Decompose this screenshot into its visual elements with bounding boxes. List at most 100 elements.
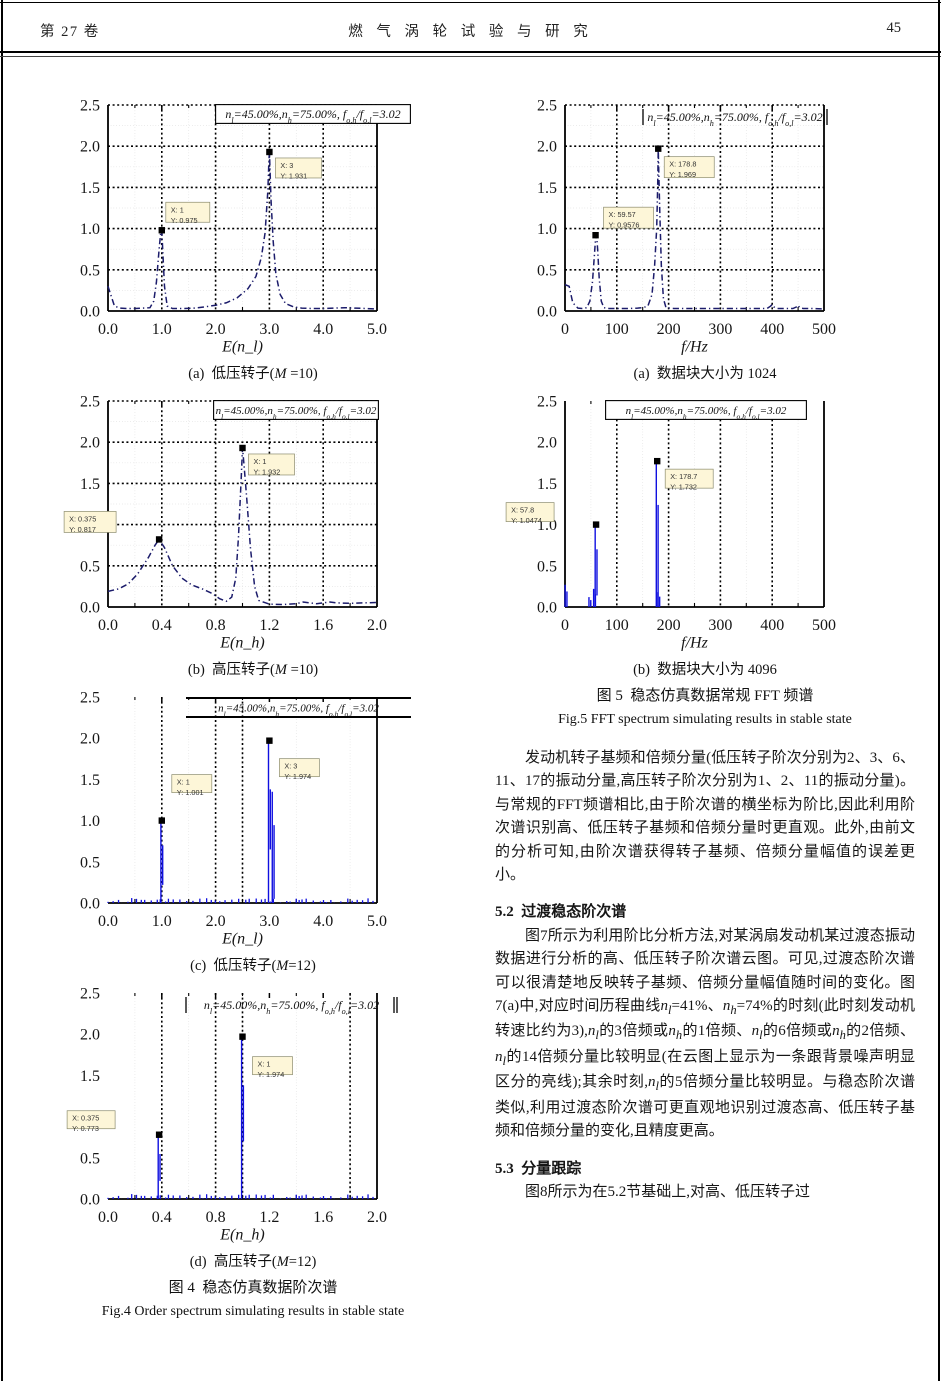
- svg-text:1.0: 1.0: [152, 913, 172, 930]
- svg-text:0.5: 0.5: [537, 262, 557, 279]
- svg-text:300: 300: [708, 321, 732, 338]
- svg-text:Y: 1.001: Y: 1.001: [177, 788, 204, 797]
- svg-text:1.5: 1.5: [80, 180, 100, 197]
- svg-text:1.0: 1.0: [80, 813, 100, 830]
- svg-text:2.5: 2.5: [80, 394, 100, 411]
- svg-text:E(n_h): E(n_h): [219, 1227, 264, 1244]
- svg-text:X: 178.8: X: 178.8: [669, 160, 696, 169]
- svg-text:2.0: 2.0: [206, 321, 226, 338]
- svg-text:X: 0.375: X: 0.375: [72, 1114, 99, 1123]
- svg-text:0.8: 0.8: [206, 1209, 226, 1226]
- svg-text:1.2: 1.2: [259, 1209, 279, 1226]
- svg-text:2.0: 2.0: [537, 139, 557, 156]
- svg-text:f/Hz: f/Hz: [681, 635, 708, 652]
- svg-text:0.0: 0.0: [80, 600, 100, 617]
- svg-text:0.0: 0.0: [98, 617, 118, 634]
- svg-text:Y: 1.969: Y: 1.969: [669, 170, 696, 179]
- svg-text:2.0: 2.0: [206, 913, 226, 930]
- svg-text:2.0: 2.0: [367, 1209, 387, 1226]
- svg-text:X: 57.8: X: 57.8: [511, 506, 534, 515]
- svg-text:200: 200: [657, 617, 681, 634]
- svg-text:X: 178.7: X: 178.7: [670, 472, 697, 481]
- svg-text:2.0: 2.0: [367, 617, 387, 634]
- svg-text:1.6: 1.6: [313, 1209, 333, 1226]
- svg-text:f/Hz: f/Hz: [681, 339, 708, 356]
- svg-text:300: 300: [708, 617, 732, 634]
- svg-text:2.5: 2.5: [537, 98, 557, 115]
- svg-text:4.0: 4.0: [313, 913, 333, 930]
- svg-text:2.5: 2.5: [80, 690, 100, 707]
- svg-text:2.0: 2.0: [80, 139, 100, 156]
- svg-text:Y: 0.975: Y: 0.975: [171, 216, 198, 225]
- svg-text:2.5: 2.5: [537, 394, 557, 411]
- svg-text:1.5: 1.5: [537, 180, 557, 197]
- svg-text:0.8: 0.8: [206, 617, 226, 634]
- svg-text:200: 200: [657, 321, 681, 338]
- svg-text:0.5: 0.5: [537, 558, 557, 575]
- svg-text:4.0: 4.0: [313, 321, 333, 338]
- svg-text:1.6: 1.6: [313, 617, 333, 634]
- svg-text:0.0: 0.0: [537, 304, 557, 321]
- svg-text:X: 1: X: 1: [258, 1060, 271, 1069]
- svg-text:0.4: 0.4: [152, 1209, 172, 1226]
- svg-text:Y: 1.974: Y: 1.974: [284, 772, 311, 781]
- svg-text:Y: 1.0474: Y: 1.0474: [511, 516, 542, 525]
- svg-text:nl=45.00%,nh=75.00%, fo,h/fo,l: nl=45.00%,nh=75.00%, fo,h/fo,l=3.02: [647, 110, 822, 127]
- svg-text:2.5: 2.5: [80, 98, 100, 115]
- svg-text:Y: 0.817: Y: 0.817: [69, 525, 96, 534]
- svg-text:X: 3: X: 3: [280, 161, 293, 170]
- svg-text:X: 1: X: 1: [171, 205, 184, 214]
- svg-text:0.5: 0.5: [80, 558, 100, 575]
- svg-text:0: 0: [561, 321, 569, 338]
- svg-text:5.0: 5.0: [367, 321, 387, 338]
- svg-text:E(n_h): E(n_h): [219, 635, 264, 652]
- svg-text:E(n_l): E(n_l): [221, 339, 263, 356]
- svg-text:3.0: 3.0: [259, 913, 279, 930]
- svg-text:1.0: 1.0: [537, 221, 557, 238]
- svg-text:0.0: 0.0: [98, 1209, 118, 1226]
- svg-text:0.0: 0.0: [80, 304, 100, 321]
- svg-text:100: 100: [605, 321, 629, 338]
- svg-text:400: 400: [760, 321, 784, 338]
- svg-text:Y: 1.931: Y: 1.931: [280, 171, 307, 180]
- svg-text:1.0: 1.0: [80, 221, 100, 238]
- svg-text:1.0: 1.0: [152, 321, 172, 338]
- svg-text:X: 1: X: 1: [177, 778, 190, 787]
- svg-text:1.5: 1.5: [80, 772, 100, 789]
- svg-text:0.4: 0.4: [152, 617, 172, 634]
- svg-text:X: 3: X: 3: [284, 762, 297, 771]
- svg-text:E(n_l): E(n_l): [221, 931, 263, 948]
- svg-text:0.0: 0.0: [98, 913, 118, 930]
- svg-text:Y: 1.932: Y: 1.932: [254, 467, 281, 476]
- svg-text:0.0: 0.0: [80, 1192, 100, 1209]
- svg-text:2.5: 2.5: [80, 986, 100, 1003]
- svg-text:2.0: 2.0: [80, 731, 100, 748]
- svg-text:nl=45.00%,nh=75.00%, fo,h/fo,l: nl=45.00%,nh=75.00%, fo,h/fo,l=3.02: [204, 998, 379, 1015]
- svg-text:0.5: 0.5: [80, 854, 100, 871]
- svg-text:3.0: 3.0: [259, 321, 279, 338]
- svg-text:X: 1: X: 1: [254, 457, 267, 466]
- svg-text:2.0: 2.0: [80, 435, 100, 452]
- svg-text:2.0: 2.0: [80, 1027, 100, 1044]
- svg-text:Y: 1.732: Y: 1.732: [670, 483, 697, 492]
- svg-text:5.0: 5.0: [367, 913, 387, 930]
- svg-text:500: 500: [812, 617, 836, 634]
- svg-text:Y: 1.974: Y: 1.974: [258, 1070, 285, 1079]
- svg-text:0.0: 0.0: [80, 896, 100, 913]
- svg-text:X: 0.375: X: 0.375: [69, 514, 96, 523]
- svg-text:0.5: 0.5: [80, 1150, 100, 1167]
- svg-text:1.5: 1.5: [80, 476, 100, 493]
- svg-text:0.5: 0.5: [80, 262, 100, 279]
- svg-text:0.0: 0.0: [98, 321, 118, 338]
- svg-text:500: 500: [812, 321, 836, 338]
- svg-text:1.5: 1.5: [537, 476, 557, 493]
- svg-text:0.0: 0.0: [537, 600, 557, 617]
- svg-text:1.2: 1.2: [259, 617, 279, 634]
- svg-text:0: 0: [561, 617, 569, 634]
- svg-text:400: 400: [760, 617, 784, 634]
- svg-text:2.0: 2.0: [537, 435, 557, 452]
- svg-text:Y: 0.773: Y: 0.773: [72, 1124, 99, 1133]
- svg-text:1.5: 1.5: [80, 1068, 100, 1085]
- svg-text:100: 100: [605, 617, 629, 634]
- svg-text:X: 59.57: X: 59.57: [609, 210, 636, 219]
